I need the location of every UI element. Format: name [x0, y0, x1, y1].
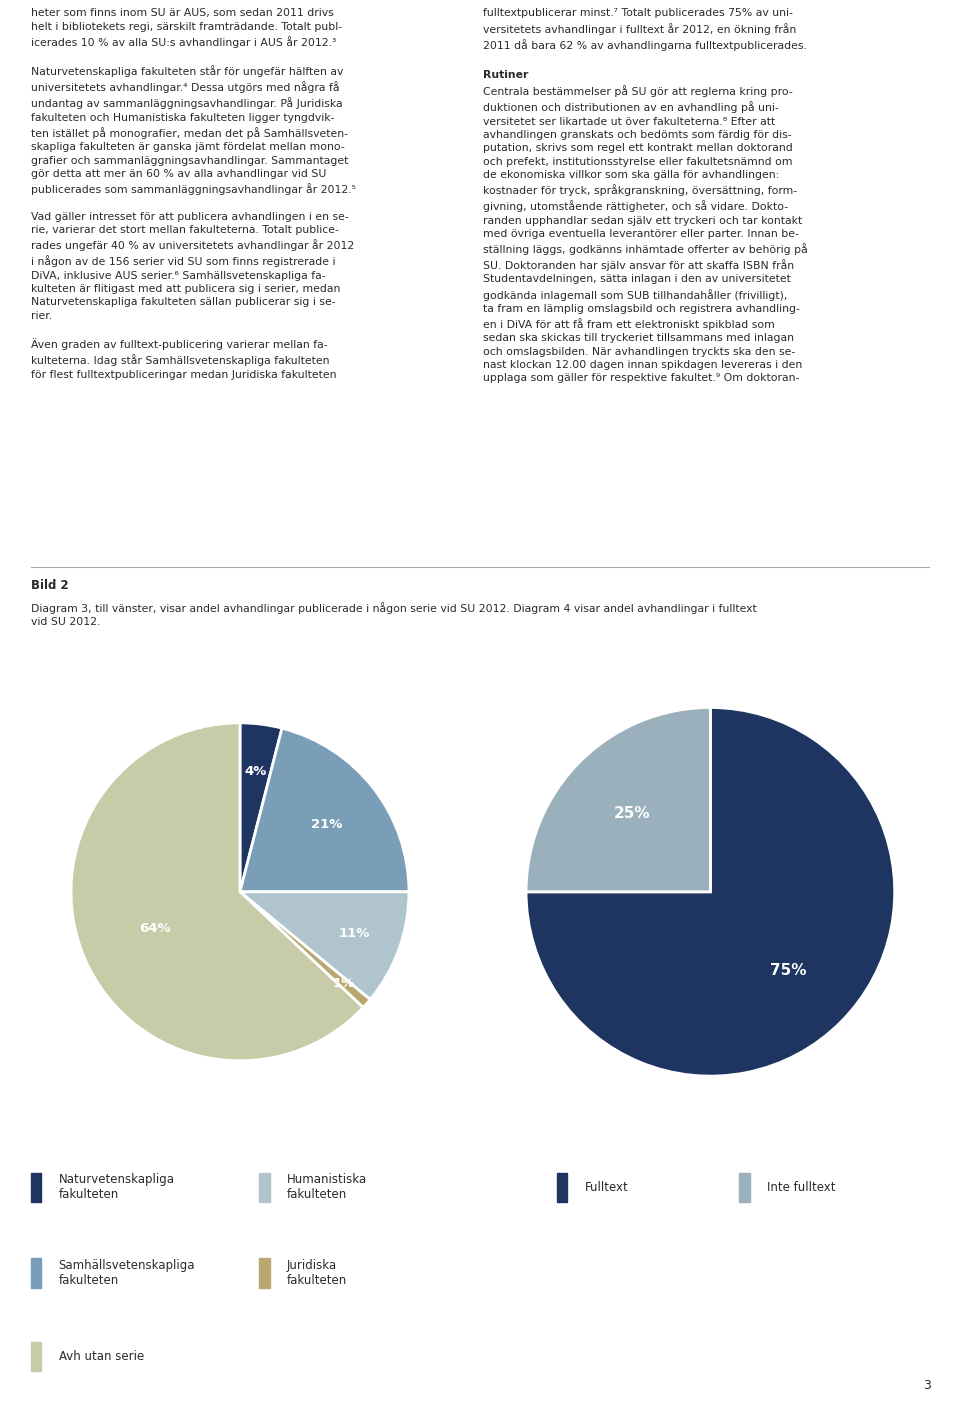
- Text: Avh utan serie: Avh utan serie: [59, 1349, 144, 1363]
- Text: Bild 2: Bild 2: [31, 578, 68, 592]
- Wedge shape: [240, 891, 371, 1008]
- Bar: [31, 1342, 41, 1371]
- Text: 64%: 64%: [139, 922, 171, 935]
- Text: Rutiner: Rutiner: [483, 70, 528, 80]
- Text: 25%: 25%: [613, 807, 651, 821]
- Text: Naturvetenskapliga
fakulteten: Naturvetenskapliga fakulteten: [59, 1173, 175, 1201]
- Wedge shape: [240, 891, 409, 1000]
- Bar: [31, 1258, 41, 1287]
- Bar: [739, 1173, 750, 1201]
- Bar: [259, 1173, 270, 1201]
- Text: 3: 3: [924, 1379, 931, 1392]
- Bar: [259, 1258, 270, 1287]
- Text: 75%: 75%: [770, 963, 806, 977]
- Text: 1%: 1%: [333, 977, 355, 990]
- Bar: [557, 1173, 567, 1201]
- Text: Centrala bestämmelser på SU gör att reglerna kring pro-
duktionen och distributi: Centrala bestämmelser på SU gör att regl…: [483, 86, 807, 384]
- Wedge shape: [71, 723, 363, 1060]
- Wedge shape: [240, 723, 282, 891]
- Text: fulltextpublicerar minst.⁷ Totalt publicerades 75% av uni-
versitetets avhandlin: fulltextpublicerar minst.⁷ Totalt public…: [483, 8, 806, 51]
- Text: Humanistiska
fakulteten: Humanistiska fakulteten: [287, 1173, 367, 1201]
- Text: 4%: 4%: [244, 764, 267, 778]
- Text: 21%: 21%: [311, 818, 343, 830]
- Wedge shape: [526, 708, 710, 893]
- Text: 11%: 11%: [339, 926, 371, 939]
- Text: Fulltext: Fulltext: [585, 1180, 629, 1194]
- Text: Juridiska
fakulteten: Juridiska fakulteten: [287, 1259, 348, 1287]
- Bar: [31, 1173, 41, 1201]
- Wedge shape: [526, 708, 895, 1076]
- Text: Inte fulltext: Inte fulltext: [767, 1180, 835, 1194]
- Text: Samhällsvetenskapliga
fakulteten: Samhällsvetenskapliga fakulteten: [59, 1259, 195, 1287]
- Text: heter som finns inom SU är AUS, som sedan 2011 drivs
helt i bibliotekets regi, s: heter som finns inom SU är AUS, som seda…: [31, 8, 355, 379]
- Text: Diagram 3, till vänster, visar andel avhandlingar publicerade i någon serie vid : Diagram 3, till vänster, visar andel avh…: [31, 602, 756, 627]
- Wedge shape: [240, 728, 409, 891]
